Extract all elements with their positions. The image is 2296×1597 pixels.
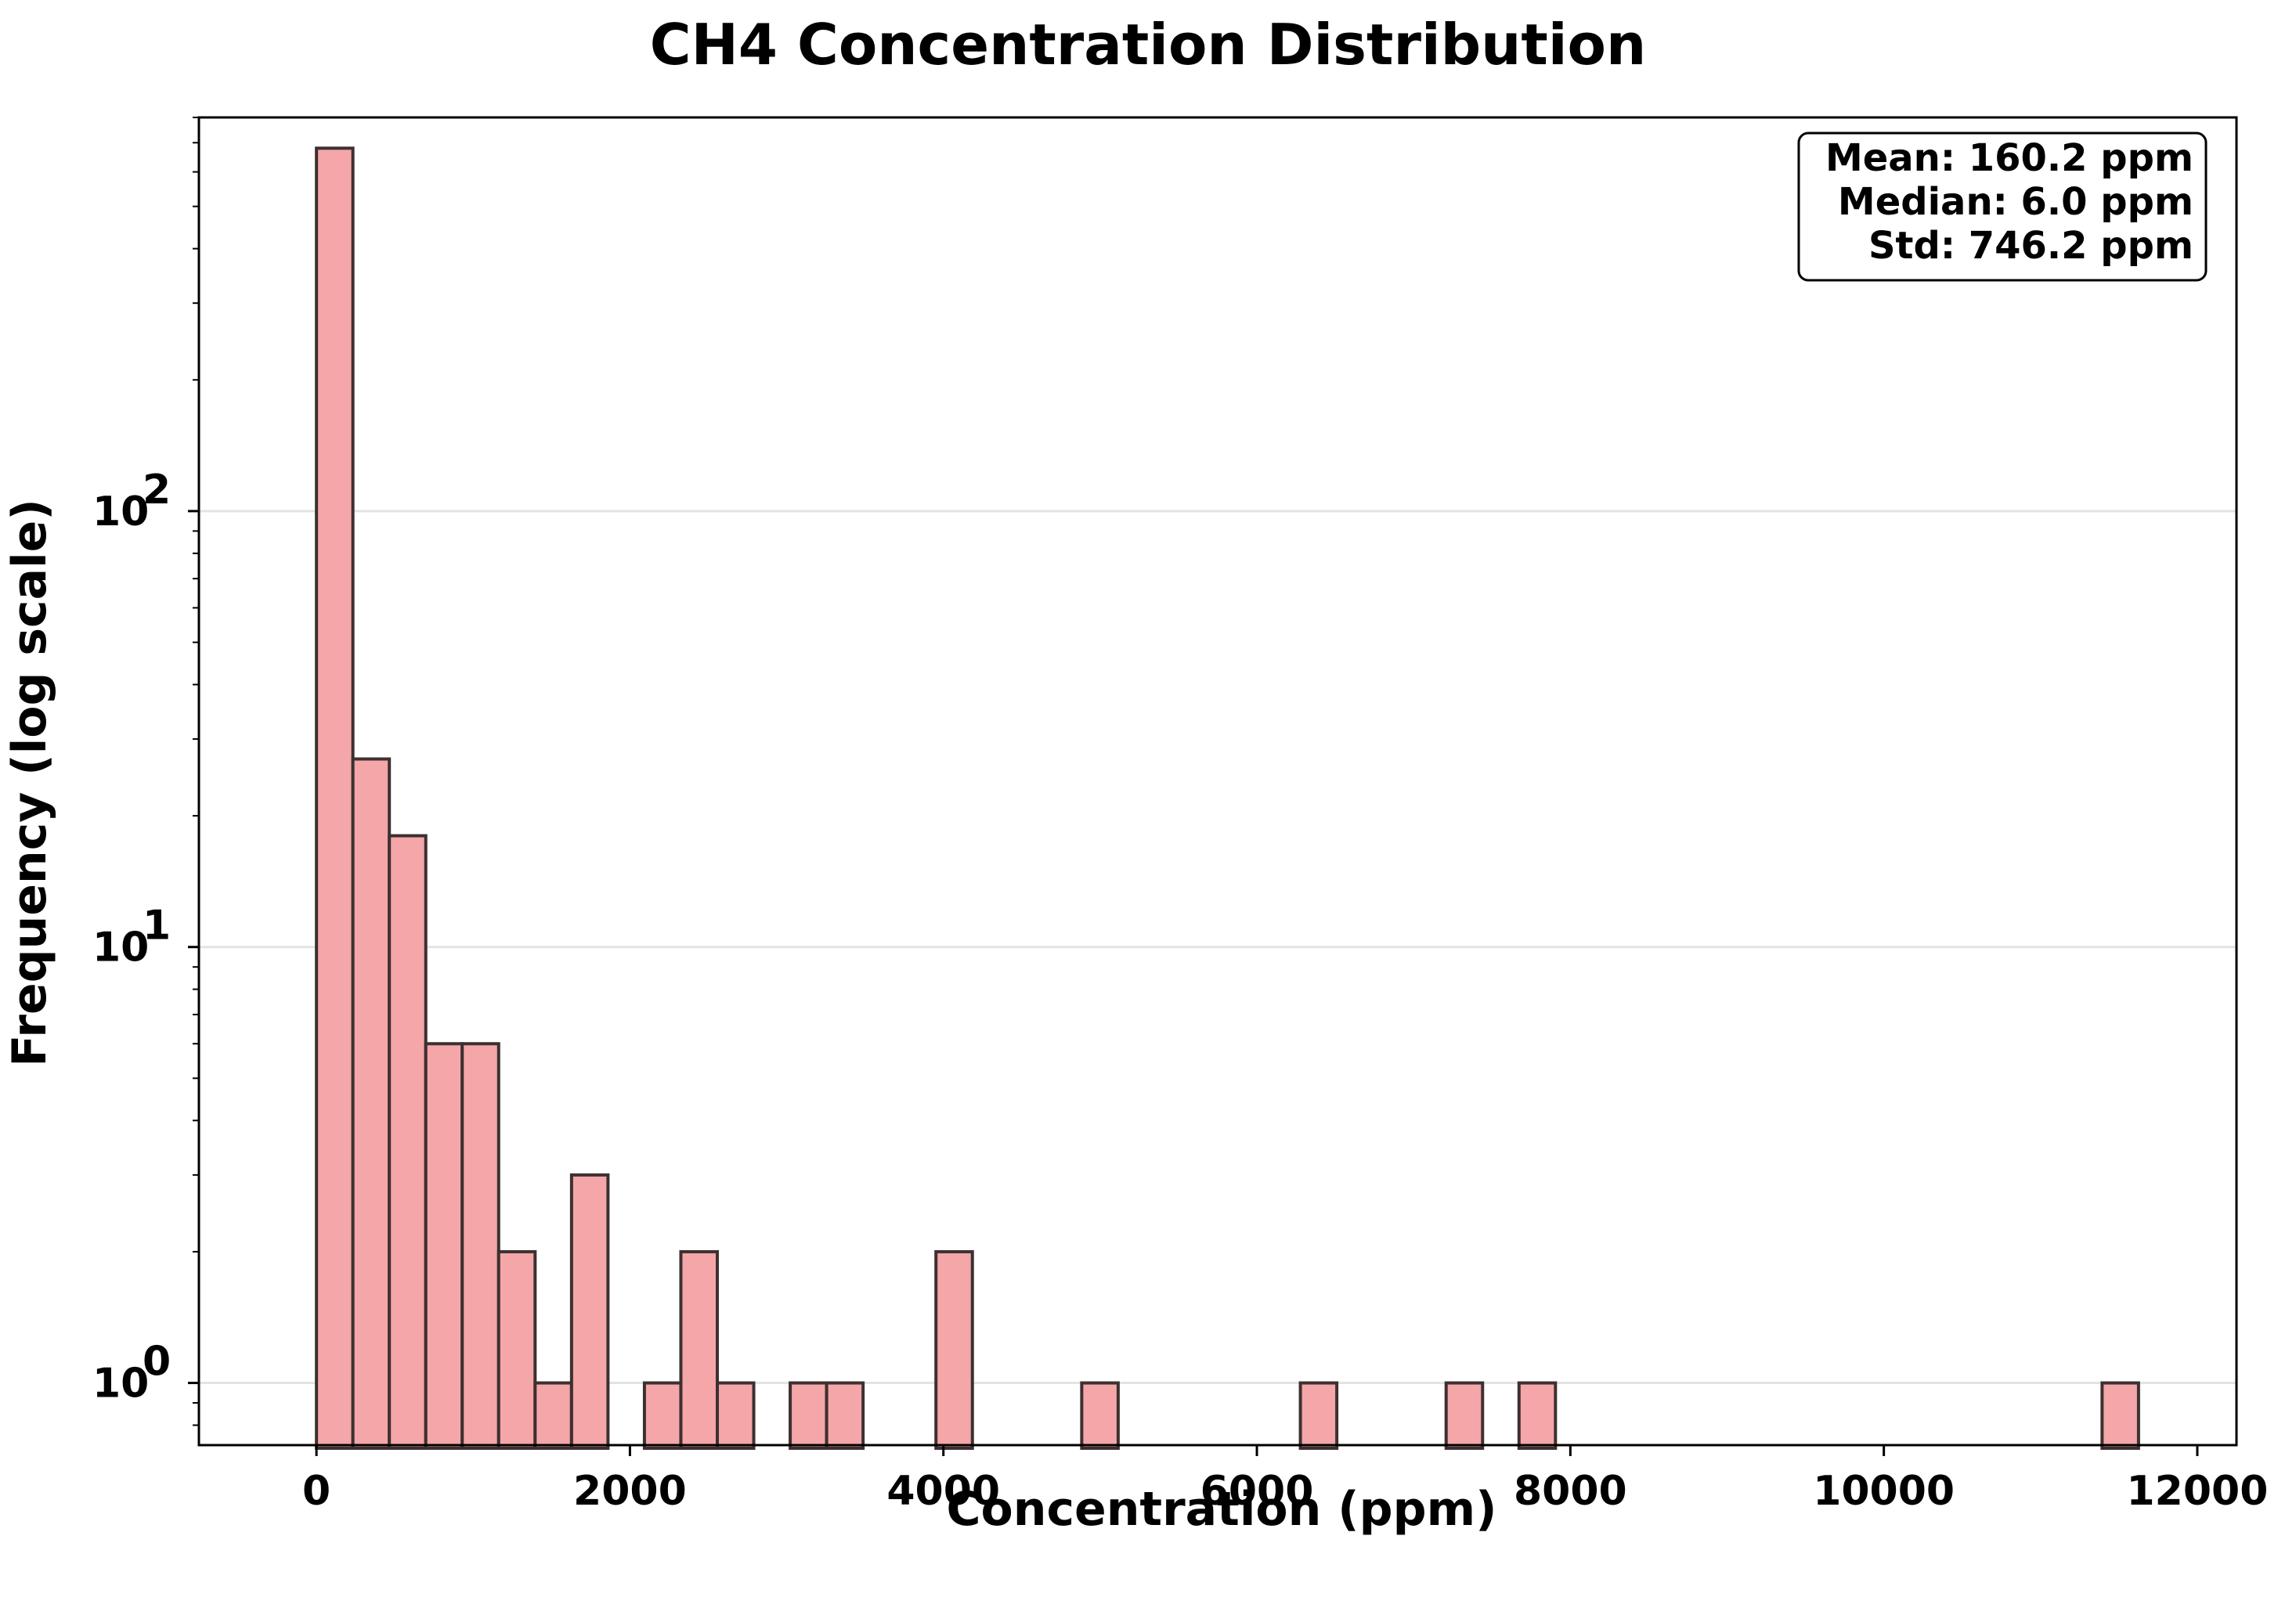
x-tick-label-4: 8000 <box>1514 1468 1627 1515</box>
histogram-bar-0 <box>315 146 355 1450</box>
histogram-bar-1 <box>351 757 392 1450</box>
histogram-bar-17 <box>934 1249 974 1450</box>
histogram-bar-2 <box>388 834 428 1450</box>
histogram-bar-49 <box>2100 1381 2140 1450</box>
chart-title: CH4 Concentration Distribution <box>650 12 1647 78</box>
histogram-bar-4 <box>460 1042 500 1451</box>
y-tick-label-0: 10 <box>92 1361 149 1408</box>
histogram-bar-9 <box>642 1381 683 1450</box>
histogram-bar-31 <box>1444 1381 1485 1450</box>
x-tick-label-6: 12000 <box>2127 1468 2269 1515</box>
histogram-bar-27 <box>1298 1381 1339 1450</box>
y-tick-label-2: 10 <box>92 488 149 535</box>
stats-box: Mean: 160.2 ppm Median: 6.0 ppm Std: 746… <box>1797 132 2208 282</box>
histogram-bar-14 <box>825 1381 865 1450</box>
histogram-bar-7 <box>569 1173 610 1450</box>
stats-box-frame <box>1797 132 2208 282</box>
stats-std: Std: 746.2 ppm <box>1868 224 2193 268</box>
bars-group <box>315 146 2140 1451</box>
stats-median: Median: 6.0 ppm <box>1838 180 2193 224</box>
plot-frame <box>197 116 2238 1447</box>
x-tick-label-2: 4000 <box>886 1468 1000 1515</box>
y-axis-label: Frequency (log scale) <box>2 499 57 1067</box>
x-axis-label: Concentration (ppm) <box>946 1482 1496 1537</box>
histogram-bar-33 <box>1517 1381 1558 1450</box>
histogram-bar-3 <box>424 1042 464 1451</box>
y-tick-exponent-1: 1 <box>143 903 171 950</box>
histogram-bar-5 <box>496 1249 537 1450</box>
histogram-bar-21 <box>1080 1381 1120 1450</box>
y-minor-ticks <box>193 117 199 1426</box>
x-axis-ticks: 0 2000 4000 6000 8000 10000 12000 <box>302 1445 2268 1515</box>
stats-mean: Mean: 160.2 ppm <box>1825 136 2193 180</box>
x-tick-label-5: 10000 <box>1813 1468 1955 1515</box>
x-tick-label-3: 6000 <box>1200 1468 1314 1515</box>
x-tick-label-0: 0 <box>302 1468 330 1515</box>
y-tick-exponent-0: 0 <box>143 1339 171 1386</box>
y-tick-exponent-2: 2 <box>143 467 171 514</box>
histogram-bar-6 <box>533 1381 573 1450</box>
histogram-bar-10 <box>679 1249 720 1450</box>
histogram-bar-11 <box>716 1381 756 1450</box>
x-tick-label-1: 2000 <box>573 1468 687 1515</box>
y-tick-label-1: 10 <box>92 925 149 972</box>
histogram-bar-13 <box>789 1381 829 1450</box>
